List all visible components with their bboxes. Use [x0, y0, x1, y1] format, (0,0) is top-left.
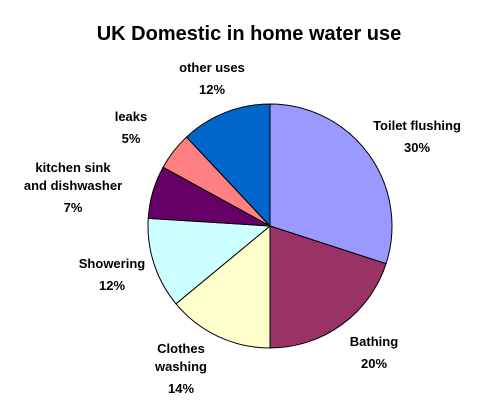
chart-title: UK Domestic in home water use: [97, 23, 402, 45]
pie-label-leaks: leaks 5%: [115, 109, 148, 146]
pie-label-other-uses: other uses 12%: [179, 60, 245, 97]
pie-slice-showering: [147, 217, 272, 305]
pie-labels: Toilet flushing 30% Bathing 20% Clothes washi…: [24, 60, 461, 396]
pie-slice-clothes-washing: [175, 224, 271, 349]
pie-slice-bathing: [269, 225, 387, 349]
pie-slices: [147, 103, 393, 349]
pie-label-bathing: Bathing 20%: [350, 334, 398, 371]
pie-slice-toilet-flushing: [269, 103, 393, 265]
pie-label-toilet-flushing: Toilet flushing 30%: [373, 118, 461, 155]
pie-label-clothes-washing: Clothes washing 14%: [154, 341, 207, 396]
pie-label-kitchen-sink-and-dishwasher: kitchen sink and dishwasher 7%: [24, 160, 122, 215]
pie-label-showering: Showering 12%: [79, 256, 146, 293]
pie-slice-other-uses: [185, 103, 271, 228]
